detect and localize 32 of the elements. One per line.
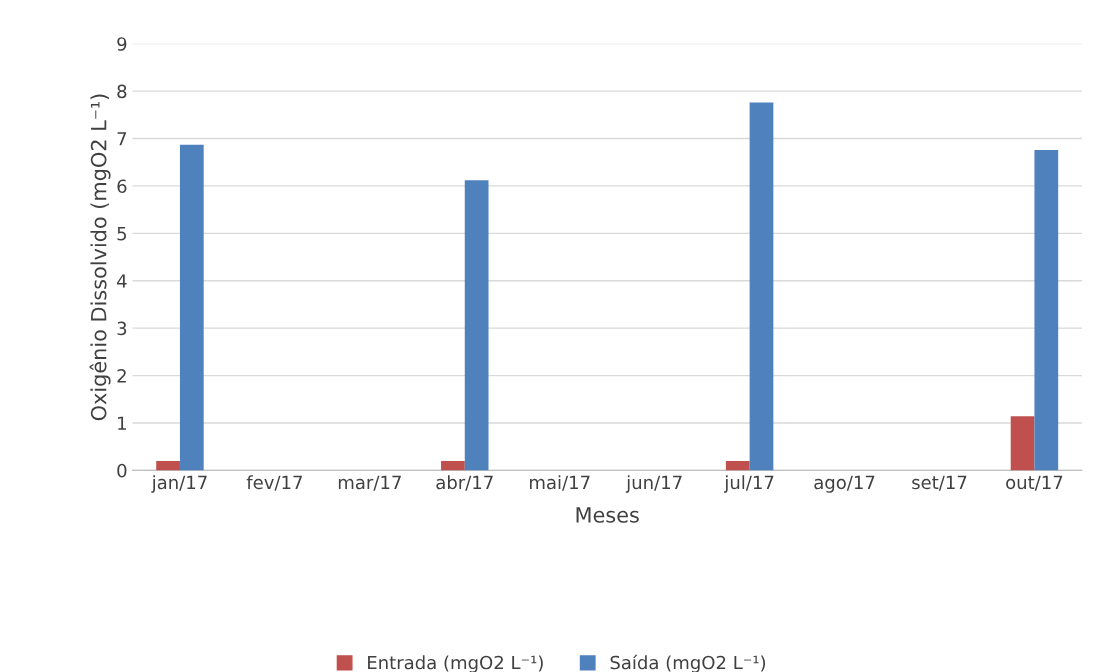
bar (464, 180, 489, 471)
x-tick-label: jun/17 (625, 475, 682, 493)
y-tick-label: 6 (117, 179, 127, 194)
bar (441, 460, 465, 471)
y-axis-title: Oxigênio Dissolvido (mgO2 L⁻¹) (89, 94, 111, 421)
bar (749, 102, 774, 471)
x-tick-label: abr/17 (436, 475, 493, 491)
y-tick-label: 1 (118, 416, 126, 430)
x-axis-title: Meses (576, 507, 639, 523)
bar (1010, 416, 1035, 471)
bar (725, 460, 750, 471)
y-tick-label: 3 (117, 321, 127, 336)
x-tick-label: ago/17 (814, 475, 875, 493)
x-tick-label: out/17 (1006, 475, 1063, 491)
y-tick-label: 7 (117, 132, 127, 146)
x-tick-label: set/17 (912, 475, 967, 491)
legend-label: Saída (mgO2 L⁻¹) (610, 654, 766, 672)
bar (156, 460, 180, 471)
y-tick-label: 4 (117, 274, 127, 288)
x-tick-label: mar/17 (338, 475, 401, 491)
y-tick-label: 9 (117, 37, 127, 51)
y-tick-label: 5 (117, 227, 127, 241)
bar (1034, 149, 1059, 471)
y-tick-label: 8 (117, 84, 127, 99)
x-tick-label: jul/17 (724, 475, 774, 493)
y-tick-label: 0 (117, 463, 127, 478)
x-tick-label: mai/17 (530, 475, 590, 491)
y-tick-label: 2 (117, 369, 126, 383)
legend-label: Entrada (mgO2 L⁻¹) (368, 655, 543, 672)
x-tick-label: fev/17 (246, 475, 302, 491)
x-tick-label: jan/17 (151, 475, 207, 493)
bar (179, 144, 204, 471)
